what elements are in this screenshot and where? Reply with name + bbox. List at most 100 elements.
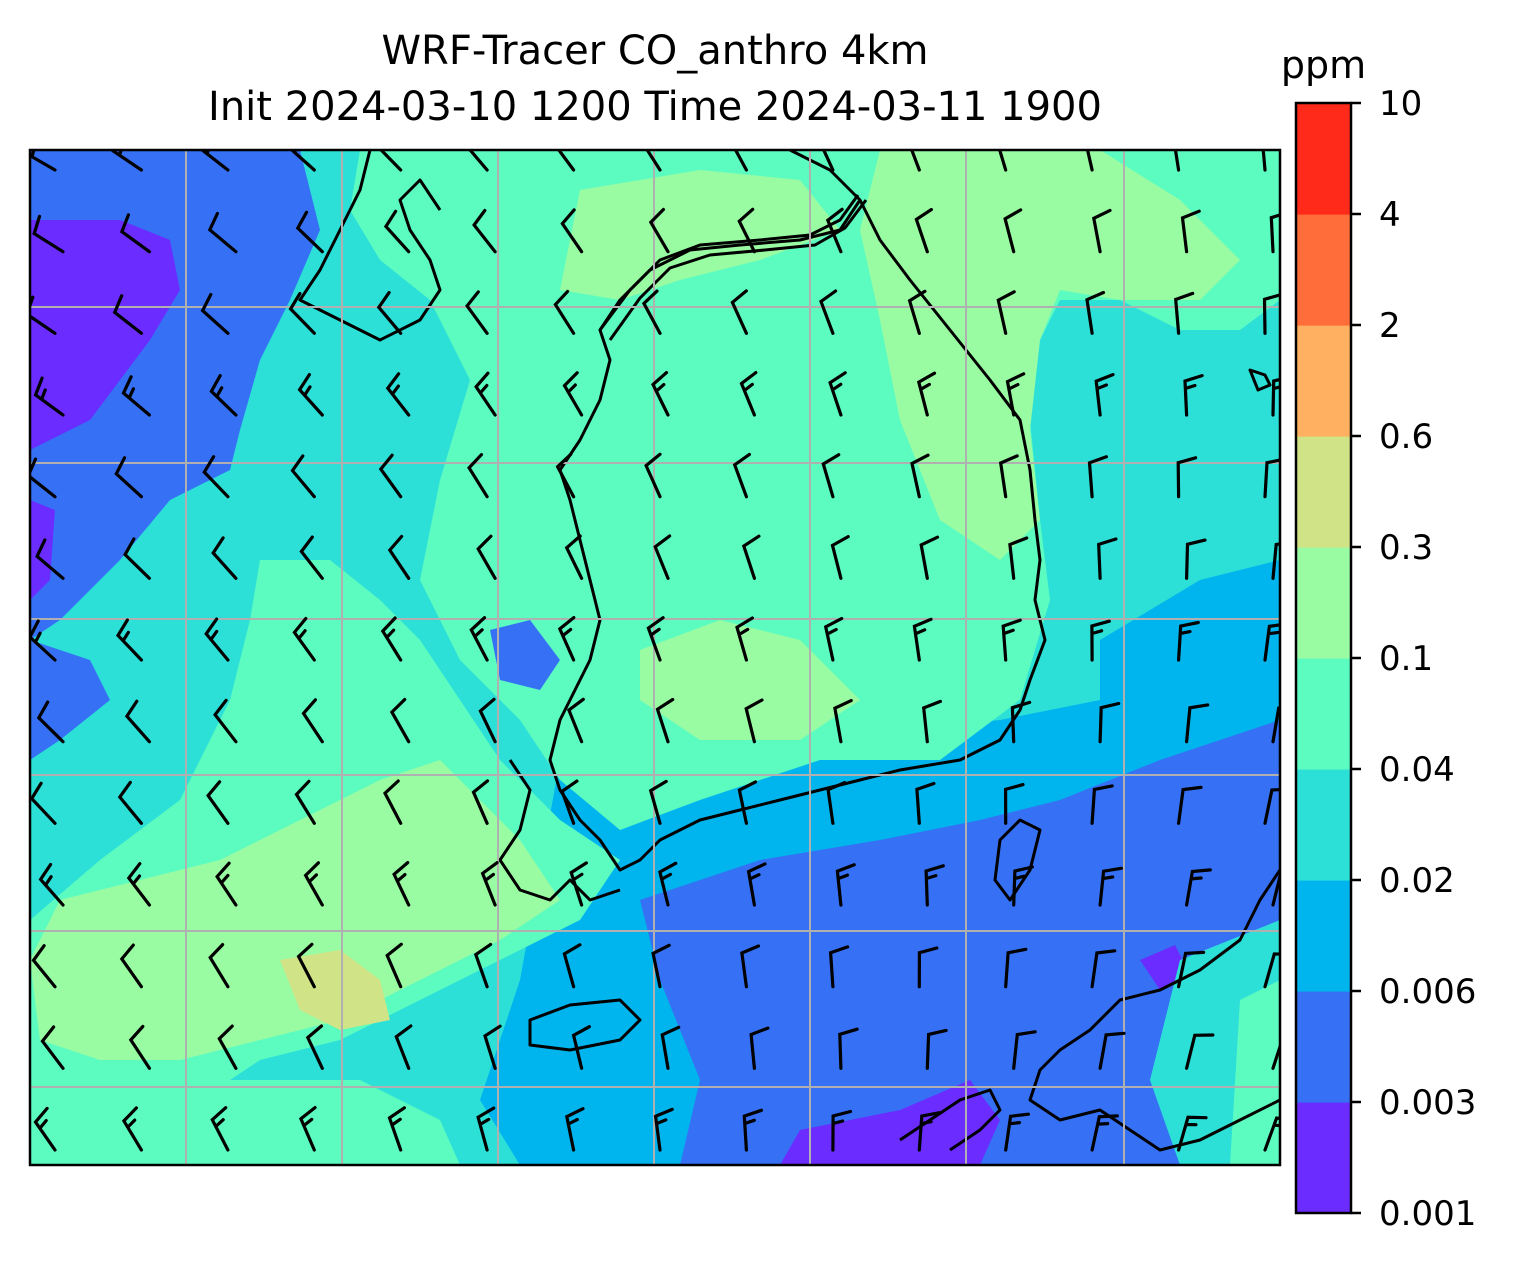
wind-barb xyxy=(211,536,238,580)
wind-barb xyxy=(914,207,933,254)
field-region-high-central xyxy=(640,620,860,740)
concentration-field xyxy=(30,150,1280,1165)
wind-barb xyxy=(1098,866,1123,907)
wind-barb xyxy=(303,861,324,907)
coastline-southwest-islands xyxy=(498,759,621,902)
wind-barb xyxy=(38,862,65,907)
field-region-low-eastcoast xyxy=(1100,560,1280,740)
colorbar-tick-label: 0.3 xyxy=(1379,528,1433,568)
wind-barb xyxy=(910,150,921,172)
wind-barb xyxy=(1177,620,1200,662)
map-frame xyxy=(28,148,1282,1167)
wind-barb xyxy=(1012,1030,1037,1070)
wind-barb xyxy=(468,150,489,172)
wind-barb xyxy=(387,534,411,580)
wind-barb xyxy=(819,289,838,335)
field-region-low-island xyxy=(490,620,560,690)
wind-barb xyxy=(467,453,489,499)
wind-barbs xyxy=(30,150,1280,1152)
wind-barb xyxy=(1090,784,1114,825)
colorbar-segment xyxy=(1296,436,1351,548)
wind-barb xyxy=(209,374,238,417)
wind-barb xyxy=(646,616,665,662)
wind-barb xyxy=(917,946,939,989)
coastline-tsushima xyxy=(993,818,1042,902)
wind-barb xyxy=(741,534,761,580)
wind-barb xyxy=(472,208,497,254)
wind-barb xyxy=(112,294,143,335)
wind-barb xyxy=(648,779,668,825)
wind-barb xyxy=(119,943,143,989)
wind-barb xyxy=(1263,952,1280,989)
wind-barb xyxy=(32,214,65,254)
wind-barb xyxy=(562,943,582,989)
wind-barb xyxy=(389,697,411,744)
field-region-high-north xyxy=(560,170,840,300)
wind-barb xyxy=(821,453,841,499)
wind-barb xyxy=(833,699,853,744)
wind-barb xyxy=(119,213,151,254)
wind-barb xyxy=(1001,618,1022,662)
wind-barb xyxy=(1269,213,1280,254)
wind-barb xyxy=(823,616,844,662)
wind-barb xyxy=(1185,1033,1215,1070)
coastline-kyushu xyxy=(1028,869,1280,1152)
wind-barb xyxy=(742,1108,763,1152)
wind-barb xyxy=(917,1111,942,1152)
wind-barb xyxy=(206,780,230,825)
wind-barb xyxy=(749,1026,770,1070)
wind-barb xyxy=(476,1106,496,1152)
wind-barb xyxy=(1271,377,1280,417)
wind-barb xyxy=(915,781,936,825)
wind-barb xyxy=(215,861,238,907)
wind-barb xyxy=(1271,1041,1280,1070)
wind-barb xyxy=(30,457,57,499)
wind-barb xyxy=(121,1106,143,1152)
wind-barb xyxy=(30,619,57,662)
wind-barb xyxy=(740,944,761,989)
coastline-southern-islands xyxy=(899,1088,1002,1152)
wind-barb xyxy=(1177,1115,1208,1152)
colorbar-tick-label: 0.6 xyxy=(1379,417,1433,457)
wind-barb xyxy=(744,698,764,744)
wind-barb xyxy=(828,371,847,417)
wind-barb xyxy=(1010,700,1032,744)
wind-barb xyxy=(828,945,850,989)
wind-barb xyxy=(480,861,499,907)
coastline-peninsula xyxy=(548,150,1047,872)
wind-barb xyxy=(733,150,748,172)
wind-barb xyxy=(1271,706,1280,744)
map-title-line1: WRF-Tracer CO_anthro 4km xyxy=(381,28,929,74)
colorbar-segment xyxy=(1296,880,1351,992)
wind-barb xyxy=(1008,536,1029,580)
colorbar-segment xyxy=(1296,214,1351,326)
wind-barb xyxy=(200,292,230,335)
wind-barb xyxy=(660,1025,681,1070)
wind-barb xyxy=(916,371,937,417)
wind-barb xyxy=(469,616,489,662)
wind-barb xyxy=(831,1109,853,1152)
map-title-line2: Init 2024-03-10 1200 Time 2024-03-11 190… xyxy=(208,84,1102,130)
wind-barb xyxy=(299,535,324,580)
wind-barb xyxy=(217,1024,238,1070)
wind-barb xyxy=(1180,209,1201,254)
wind-barb xyxy=(207,211,238,254)
coastline-border-2 xyxy=(608,199,868,341)
wind-barb xyxy=(569,861,588,907)
field-region-lower-southeast xyxy=(640,720,1280,1165)
colorbar-tick-label: 0.02 xyxy=(1379,861,1455,901)
wind-barb xyxy=(564,1107,585,1152)
wind-barb xyxy=(35,538,65,580)
field-region-high-west-plume xyxy=(30,760,560,1060)
wind-barb xyxy=(288,291,316,335)
field-region-lowest-west2 xyxy=(30,500,55,600)
wind-barb xyxy=(651,371,670,417)
wind-barb xyxy=(825,207,844,254)
colorbar: 0.001 0.003 0.006 0.02 0.04 0.1 0.3 0.6 2 4 10 ppm xyxy=(1281,43,1476,1234)
coastline-border xyxy=(598,194,860,331)
wind-barb xyxy=(1098,701,1121,744)
wind-barb xyxy=(483,1024,502,1070)
wind-barb xyxy=(30,150,57,172)
wind-barb xyxy=(739,371,758,417)
